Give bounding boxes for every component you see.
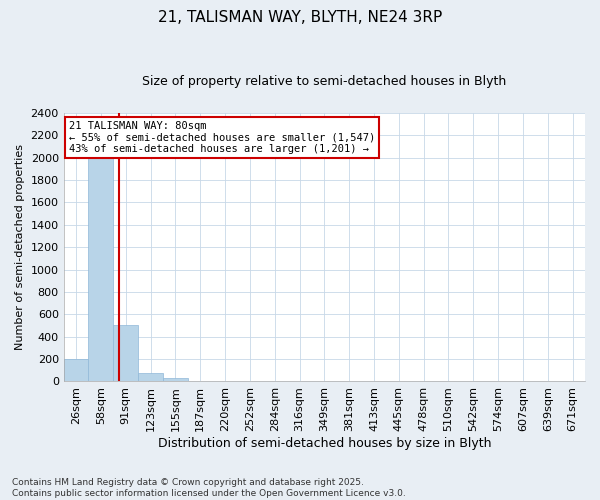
X-axis label: Distribution of semi-detached houses by size in Blyth: Distribution of semi-detached houses by …	[158, 437, 491, 450]
Bar	[113, 326, 138, 382]
Text: Contains HM Land Registry data © Crown copyright and database right 2025.
Contai: Contains HM Land Registry data © Crown c…	[12, 478, 406, 498]
Text: 21 TALISMAN WAY: 80sqm
← 55% of semi-detached houses are smaller (1,547)
43% of : 21 TALISMAN WAY: 80sqm ← 55% of semi-det…	[69, 121, 375, 154]
Title: Size of property relative to semi-detached houses in Blyth: Size of property relative to semi-detach…	[142, 75, 506, 88]
Bar	[64, 359, 88, 382]
Y-axis label: Number of semi-detached properties: Number of semi-detached properties	[15, 144, 25, 350]
Bar	[138, 372, 163, 382]
Text: 21, TALISMAN WAY, BLYTH, NE24 3RP: 21, TALISMAN WAY, BLYTH, NE24 3RP	[158, 10, 442, 25]
Bar	[163, 378, 188, 382]
Bar	[88, 158, 113, 382]
